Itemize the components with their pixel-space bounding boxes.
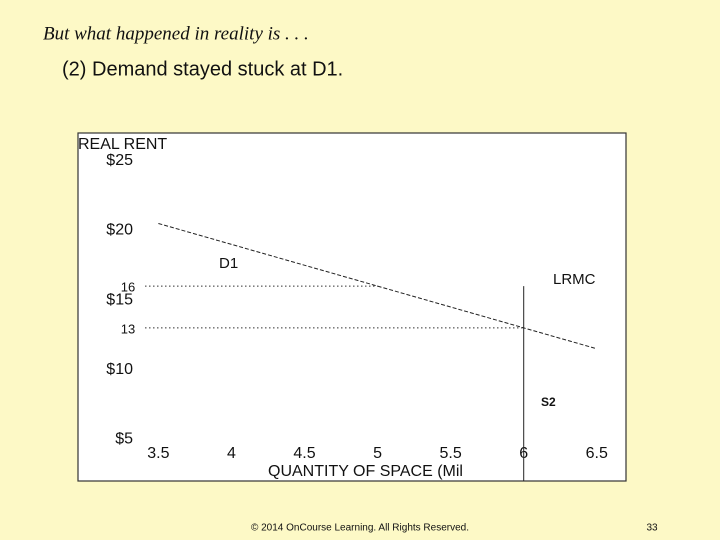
slide-subheading: (2) Demand stayed stuck at D1.	[62, 58, 343, 80]
y-tick-label: $10	[106, 361, 133, 378]
annotation: LRMC	[553, 271, 596, 288]
x-tick-label: 3.5	[147, 445, 169, 462]
footer: © 2014 OnCourse Learning. All Rights Res…	[251, 523, 469, 534]
x-tick-label: 4	[227, 445, 236, 462]
x-tick-label: 5.5	[440, 445, 462, 462]
y-tick-label: $20	[106, 222, 133, 239]
y-tick-label: $25	[106, 152, 133, 169]
y-axis-label: REAL RENT	[78, 136, 167, 153]
x-tick-label: 5	[373, 445, 382, 462]
x-axis-label: QUANTITY OF SPACE (Mil	[268, 463, 463, 480]
slide-heading: But what happened in reality is . . .	[43, 23, 309, 44]
x-tick-label: 4.5	[293, 445, 315, 462]
y-tick-label: $15	[106, 291, 133, 308]
series-label: S2	[541, 395, 556, 409]
page-number: 33	[646, 523, 658, 534]
reference-label: 13	[121, 321, 135, 336]
x-tick-label: 6.5	[586, 445, 608, 462]
y-tick-label: $5	[115, 430, 133, 447]
series-label: D1	[219, 255, 238, 272]
reference-label: 16	[121, 280, 135, 295]
plot-area	[77, 132, 627, 482]
